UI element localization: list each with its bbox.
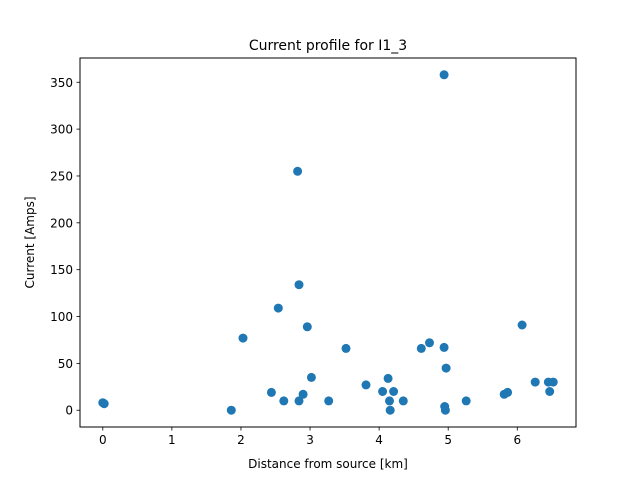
data-point xyxy=(273,303,283,313)
y-axis-ticks: 0 50 100 150 200 250 300 350 xyxy=(50,76,80,418)
data-point xyxy=(545,387,555,396)
data-point xyxy=(385,396,394,406)
data-point xyxy=(425,338,434,348)
x-tick-label: 4 xyxy=(375,433,383,447)
x-tick-label: 3 xyxy=(306,433,314,447)
data-point xyxy=(389,387,399,396)
data-point xyxy=(99,399,109,409)
data-point xyxy=(324,396,334,406)
plot-area xyxy=(98,70,558,415)
data-point xyxy=(293,166,303,176)
x-tick-label: 1 xyxy=(168,433,176,447)
data-point xyxy=(383,373,393,383)
data-point xyxy=(441,363,451,373)
x-tick-label: 2 xyxy=(237,433,245,447)
data-point xyxy=(378,387,388,396)
data-point xyxy=(266,387,276,397)
data-point xyxy=(341,343,351,353)
data-point xyxy=(385,405,395,415)
data-point xyxy=(361,380,371,390)
x-tick-label: 0 xyxy=(99,433,107,447)
data-point xyxy=(398,396,408,406)
y-tick-label: 150 xyxy=(50,263,73,277)
y-tick-label: 200 xyxy=(50,216,73,230)
data-point xyxy=(439,342,449,352)
y-axis-label: Current [Amps] xyxy=(23,196,37,288)
data-point xyxy=(439,70,449,80)
y-tick-label: 50 xyxy=(58,357,73,371)
data-point xyxy=(548,377,558,387)
data-point xyxy=(461,396,471,406)
y-tick-label: 0 xyxy=(65,404,73,418)
data-point xyxy=(440,405,450,415)
x-tick-label: 6 xyxy=(513,433,521,447)
y-tick-label: 100 xyxy=(50,310,73,324)
data-point xyxy=(503,387,513,397)
data-point xyxy=(238,333,248,343)
x-axis-ticks: 0 1 2 3 4 5 6 xyxy=(99,427,521,447)
data-point xyxy=(279,396,289,406)
y-tick-label: 300 xyxy=(50,123,73,137)
data-point xyxy=(306,372,316,382)
data-point xyxy=(298,389,308,399)
data-point xyxy=(416,343,426,353)
axes-frame xyxy=(79,57,577,428)
x-tick-label: 5 xyxy=(444,433,452,447)
data-point xyxy=(226,405,236,415)
data-point xyxy=(294,280,304,290)
y-tick-label: 350 xyxy=(50,76,73,90)
data-point xyxy=(294,396,304,406)
data-point xyxy=(530,377,540,387)
chart-title: Current profile for I1_3 xyxy=(249,38,407,54)
data-point xyxy=(517,320,527,330)
x-axis-label: Distance from source [km] xyxy=(248,457,408,471)
data-point xyxy=(302,322,312,332)
y-tick-label: 250 xyxy=(50,169,73,183)
